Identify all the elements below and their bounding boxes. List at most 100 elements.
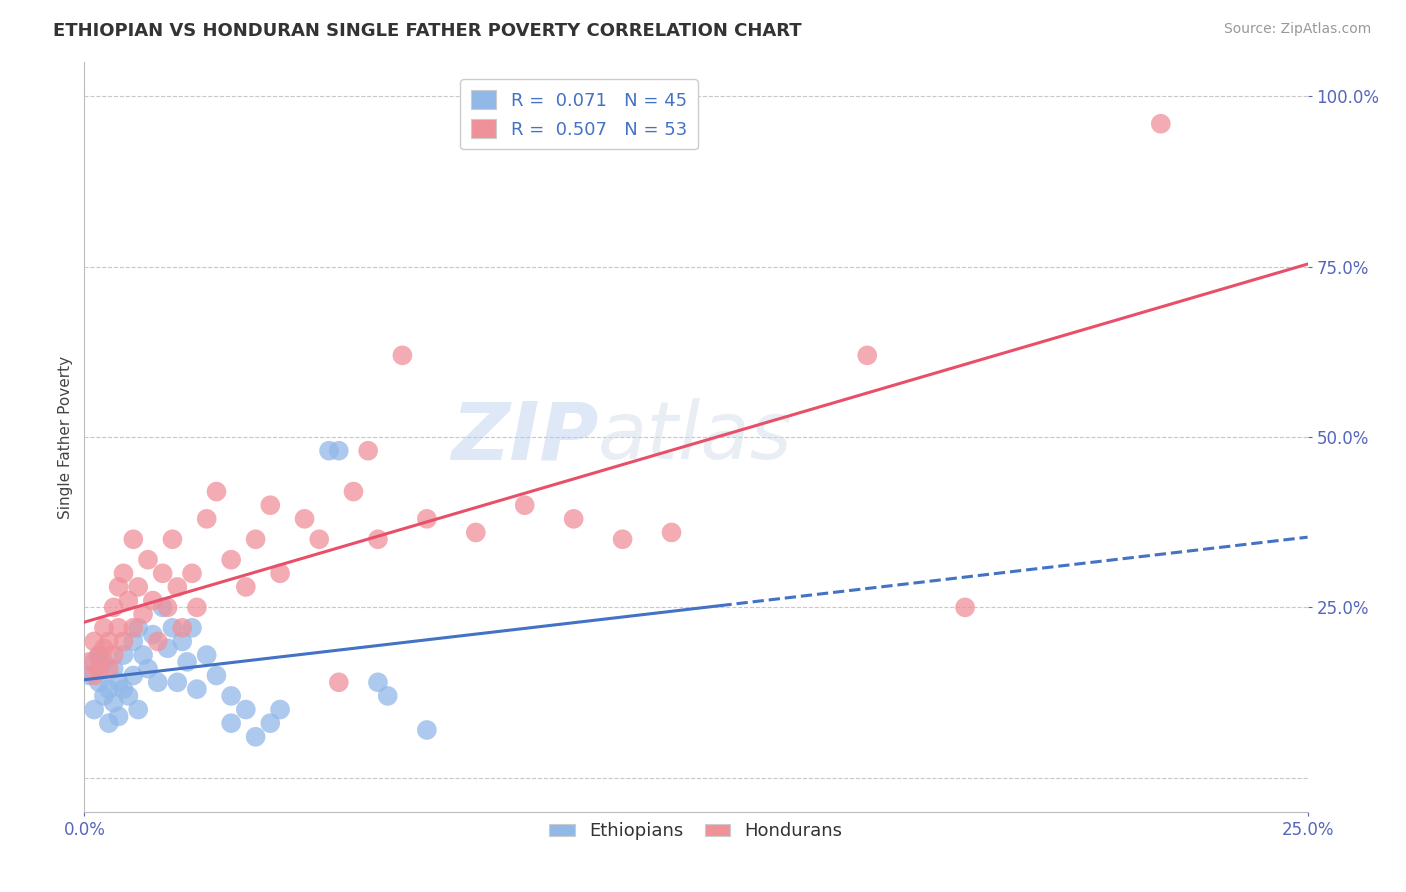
Point [269, 566, 291, 581]
Point [953, 600, 976, 615]
Point [93, 641, 115, 656]
Point [112, 682, 135, 697]
Point [97, 634, 120, 648]
Point [103, 662, 125, 676]
Point [464, 525, 486, 540]
Point [83, 702, 105, 716]
Point [269, 702, 291, 716]
Point [77, 668, 100, 682]
Point [367, 675, 389, 690]
Point [136, 662, 159, 676]
Point [97, 682, 120, 697]
Text: atlas: atlas [598, 398, 793, 476]
Point [93, 655, 115, 669]
Point [107, 621, 129, 635]
Point [181, 566, 204, 581]
Text: Source: ZipAtlas.com: Source: ZipAtlas.com [1223, 22, 1371, 37]
Point [146, 634, 169, 648]
Point [856, 348, 879, 362]
Point [342, 484, 364, 499]
Point [166, 580, 188, 594]
Point [132, 648, 155, 662]
Point [219, 716, 242, 731]
Point [245, 730, 267, 744]
Point [132, 607, 155, 622]
Point [97, 716, 120, 731]
Point [661, 525, 683, 540]
Point [152, 566, 174, 581]
Point [107, 580, 129, 594]
Point [176, 655, 198, 669]
Point [146, 675, 169, 690]
Point [245, 533, 267, 547]
Point [77, 655, 100, 669]
Point [107, 709, 129, 723]
Point [259, 498, 281, 512]
Point [97, 662, 120, 676]
Point [112, 566, 135, 581]
Point [103, 696, 125, 710]
Point [156, 641, 179, 656]
Point [172, 621, 194, 635]
Text: ETHIOPIAN VS HONDURAN SINGLE FATHER POVERTY CORRELATION CHART: ETHIOPIAN VS HONDURAN SINGLE FATHER POVE… [53, 22, 801, 40]
Point [186, 682, 208, 697]
Point [318, 443, 340, 458]
Point [166, 675, 188, 690]
Point [308, 533, 330, 547]
Point [136, 552, 159, 566]
Point [87, 675, 110, 690]
Point [328, 675, 350, 690]
Point [235, 580, 257, 594]
Point [112, 648, 135, 662]
Point [162, 533, 184, 547]
Point [112, 634, 135, 648]
Point [122, 668, 145, 682]
Point [294, 512, 316, 526]
Point [152, 600, 174, 615]
Point [87, 662, 110, 676]
Point [562, 512, 585, 526]
Point [219, 689, 242, 703]
Point [205, 668, 228, 682]
Point [181, 621, 204, 635]
Point [117, 689, 139, 703]
Text: ZIP: ZIP [451, 398, 598, 476]
Point [122, 533, 145, 547]
Point [122, 621, 145, 635]
Point [513, 498, 536, 512]
Point [83, 668, 105, 682]
Point [83, 634, 105, 648]
Point [416, 512, 439, 526]
Point [142, 593, 165, 607]
Point [127, 702, 149, 716]
Point [87, 648, 110, 662]
Point [103, 600, 125, 615]
Point [156, 600, 179, 615]
Point [103, 648, 125, 662]
Point [117, 593, 139, 607]
Y-axis label: Single Father Poverty: Single Father Poverty [58, 356, 73, 518]
Point [93, 689, 115, 703]
Point [127, 580, 149, 594]
Point [357, 443, 380, 458]
Point [127, 621, 149, 635]
Point [391, 348, 413, 362]
Point [195, 648, 218, 662]
Point [328, 443, 350, 458]
Point [162, 621, 184, 635]
Point [235, 702, 257, 716]
Point [195, 512, 218, 526]
Point [1150, 117, 1173, 131]
Point [87, 648, 110, 662]
Point [142, 627, 165, 641]
Point [377, 689, 399, 703]
Point [172, 634, 194, 648]
Point [93, 621, 115, 635]
Point [416, 723, 439, 737]
Point [219, 552, 242, 566]
Point [367, 533, 389, 547]
Point [205, 484, 228, 499]
Point [83, 655, 105, 669]
Point [186, 600, 208, 615]
Point [259, 716, 281, 731]
